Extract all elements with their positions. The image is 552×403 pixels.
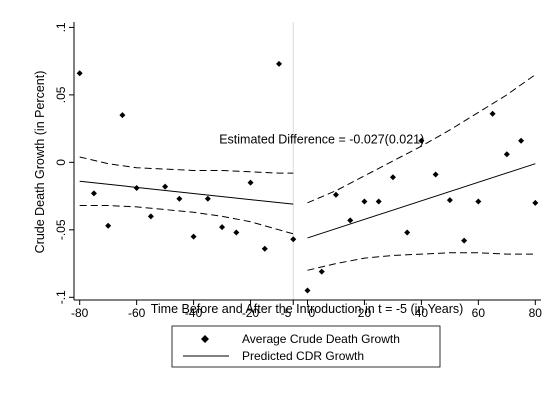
x-tick-label: 20: [358, 306, 372, 320]
annotation-estimated-difference: Estimated Difference = -0.027(0.021): [219, 132, 424, 146]
legend: Average Crude Death Growth Predicted CDR…: [171, 325, 441, 368]
data-point-diamond: [404, 229, 411, 236]
x-tick-label: 0: [309, 306, 316, 320]
predicted-cdr-growth-line: [307, 163, 536, 239]
legend-label-line: Predicted CDR Growth: [242, 349, 364, 363]
confidence-band-line: [307, 252, 536, 271]
confidence-band-line: [307, 74, 536, 204]
data-point-diamond: [475, 198, 482, 205]
y-tick-label: .05: [54, 86, 68, 103]
data-point-diamond: [247, 179, 254, 186]
data-point-diamond: [290, 236, 297, 243]
confidence-bands: [79, 74, 536, 271]
data-point-diamond: [276, 60, 283, 67]
x-tick-label: 80: [529, 306, 543, 320]
legend-label-points: Average Crude Death Growth: [242, 332, 400, 346]
y-axis-ticks: -.1 -.05 0 .05 .1: [54, 22, 74, 304]
x-tick-label: -80: [71, 306, 89, 320]
data-point-diamond: [133, 184, 140, 191]
data-point-diamond: [503, 151, 510, 158]
legend-diamond-marker: [201, 335, 209, 343]
x-tick-label: -20: [242, 306, 260, 320]
data-point-diamond: [361, 198, 368, 205]
x-axis-ticks: -80 -60 -40 -20 -5 0 20 40 60 80: [71, 300, 542, 320]
fitted-lines: [79, 163, 536, 239]
data-point-diamond: [119, 112, 126, 119]
data-point-diamond: [446, 197, 453, 204]
data-point-diamond: [332, 191, 339, 198]
x-tick-label: 40: [415, 306, 429, 320]
x-tick-label: 60: [472, 306, 486, 320]
data-point-diamond: [190, 233, 197, 240]
data-point-diamond: [318, 268, 325, 275]
y-tick-label: 0: [54, 159, 68, 166]
data-point-diamond: [105, 222, 112, 229]
data-point-diamond: [147, 213, 154, 220]
y-axis-title: Crude Death Growth (in Percent): [33, 71, 47, 254]
x-tick-label: -60: [128, 306, 146, 320]
data-point-diamond: [162, 183, 169, 190]
data-point-diamond: [532, 199, 539, 206]
data-point-diamond: [432, 171, 439, 178]
data-point-diamond: [375, 198, 382, 205]
confidence-band-line: [79, 205, 294, 235]
x-tick-label: -5: [281, 306, 292, 320]
data-point-diamond: [176, 195, 183, 202]
data-point-diamond: [90, 190, 97, 197]
data-point-diamond: [518, 137, 525, 144]
confidence-band-line: [79, 156, 294, 174]
y-tick-label: -.1: [54, 290, 68, 304]
y-tick-label: .1: [54, 22, 68, 32]
data-point-diamond: [489, 110, 496, 117]
data-point-diamond: [76, 70, 83, 77]
x-tick-label: -40: [185, 306, 203, 320]
x-axis-title: Time Before and After the Introduction i…: [151, 302, 464, 316]
data-point-diamond: [461, 237, 468, 244]
data-point-diamond: [389, 174, 396, 181]
data-point-diamond: [219, 224, 226, 231]
predicted-cdr-growth-line: [79, 180, 294, 205]
data-point-diamond: [418, 137, 425, 144]
data-point-diamond: [347, 217, 354, 224]
legend-box: [171, 325, 441, 368]
data-points: [76, 60, 539, 294]
y-tick-label: -.05: [54, 219, 68, 240]
data-point-diamond: [261, 245, 268, 252]
data-point-diamond: [304, 287, 311, 294]
data-point-diamond: [204, 195, 211, 202]
data-point-diamond: [233, 229, 240, 236]
